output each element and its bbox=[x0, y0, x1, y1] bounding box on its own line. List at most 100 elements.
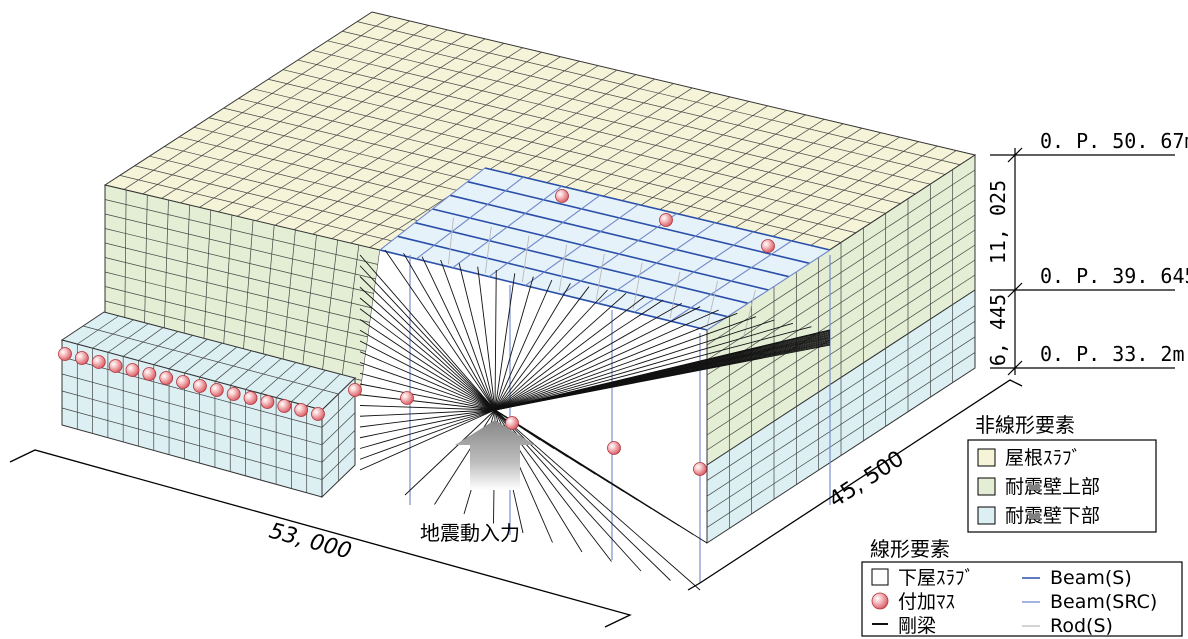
annex-front-mesh-line bbox=[61, 356, 323, 428]
input-arrow-icon bbox=[455, 420, 535, 490]
roof-slab-mesh bbox=[119, 16, 961, 326]
legend-swatch-wall-upper bbox=[977, 477, 996, 496]
elevation-markers bbox=[990, 147, 1175, 376]
rigid-beam bbox=[494, 302, 682, 411]
mass-point bbox=[693, 462, 707, 476]
legend-wall-lower-label: 耐震壁下部 bbox=[1005, 505, 1100, 527]
rigid-beam bbox=[359, 308, 496, 411]
rigid-beam bbox=[494, 309, 719, 411]
rigid-beam bbox=[494, 326, 812, 411]
rigid-beam bbox=[359, 409, 496, 460]
rigid-beam bbox=[434, 409, 496, 505]
rod bbox=[669, 271, 681, 319]
legend-mass-icon bbox=[871, 592, 889, 610]
legend-beam-src-label: Beam(SRC) bbox=[1050, 591, 1157, 613]
annex-front-mesh-line bbox=[61, 390, 323, 463]
legend-linear-box bbox=[861, 561, 1183, 637]
front-mesh-line bbox=[104, 199, 379, 265]
right-upper-mesh-line bbox=[706, 259, 976, 436]
beam-s bbox=[414, 221, 749, 305]
annex-top-mesh-line bbox=[82, 325, 339, 395]
beam-src bbox=[452, 185, 562, 269]
annex-top-mesh-line bbox=[260, 362, 297, 394]
rigid-beam bbox=[359, 409, 496, 428]
additional-mass-points bbox=[58, 189, 775, 476]
rod bbox=[632, 262, 643, 310]
roof-mesh-line bbox=[311, 60, 580, 236]
rigid-beam bbox=[359, 351, 496, 411]
rigid-beam bbox=[440, 259, 496, 411]
rigid-beam bbox=[359, 254, 496, 411]
beam-s bbox=[379, 249, 708, 331]
rigid-beam bbox=[359, 265, 496, 411]
roof-mesh-line bbox=[180, 29, 448, 204]
roof-mesh-line bbox=[349, 69, 618, 245]
rod bbox=[706, 280, 719, 328]
rigid-beam bbox=[404, 409, 496, 496]
annex-front-mesh-line bbox=[61, 407, 323, 480]
rigid-beam bbox=[359, 383, 496, 411]
roof-mesh-line bbox=[123, 16, 392, 190]
rigid-beam bbox=[494, 316, 756, 411]
annex-side-mesh-line bbox=[321, 412, 356, 446]
rigid-beam bbox=[359, 319, 496, 411]
height-upper-label: 11, 025 bbox=[986, 180, 1010, 264]
annex-mesh bbox=[61, 315, 356, 493]
mass-point bbox=[659, 213, 673, 227]
beam-s bbox=[397, 235, 728, 318]
mass-point bbox=[555, 189, 569, 203]
mass-point bbox=[226, 387, 241, 401]
right-lower-mesh-line bbox=[706, 336, 976, 513]
mass-point bbox=[142, 367, 157, 381]
dim-tick-top bbox=[1007, 147, 1023, 163]
annex-top-mesh-line bbox=[275, 366, 311, 398]
rigid-beam bbox=[494, 409, 708, 544]
rod bbox=[521, 235, 530, 283]
legend-nonlinear-title: 非線形要素 bbox=[975, 413, 1075, 437]
annex-top-mesh-line bbox=[199, 346, 238, 378]
rigid-beam bbox=[403, 253, 496, 411]
rigid-beam bbox=[494, 289, 608, 411]
rigid-beam bbox=[359, 409, 496, 417]
annex-side-mesh-line bbox=[321, 395, 356, 428]
annex-top-mesh-line bbox=[153, 335, 193, 365]
legend-mass-label: 付加ﾏｽ bbox=[898, 591, 955, 613]
annex-front-mesh-line bbox=[61, 373, 323, 446]
mass-point bbox=[74, 351, 89, 365]
rigid-beam bbox=[359, 405, 496, 411]
rigid-beam bbox=[494, 283, 571, 411]
rigid-beam bbox=[359, 276, 496, 411]
rigid-beam bbox=[359, 372, 496, 411]
input-label: 地震動入力 bbox=[420, 521, 520, 545]
dim-tick-mid bbox=[1007, 282, 1023, 298]
roof-mesh-line bbox=[255, 47, 523, 222]
mass-point bbox=[761, 239, 775, 253]
annex-top-mesh-line bbox=[245, 358, 282, 390]
legend-swatch-annex-slab bbox=[871, 568, 889, 586]
rigid-beam bbox=[477, 266, 496, 411]
rigid-beam bbox=[359, 329, 496, 411]
annex-top-mesh-line bbox=[168, 338, 208, 370]
interior-frame-beams bbox=[379, 167, 831, 583]
rigid-beam bbox=[494, 344, 831, 411]
right-upper-mesh-line bbox=[706, 169, 976, 346]
annex-top-mesh-line bbox=[214, 350, 252, 382]
annex-side-mesh-line bbox=[321, 447, 356, 480]
mass-point bbox=[311, 407, 325, 421]
rigid-beam bbox=[494, 306, 701, 411]
beam-src bbox=[415, 176, 524, 260]
annex-side-mesh-line bbox=[321, 429, 356, 463]
rigid-beam bbox=[494, 409, 701, 591]
legend-rod-label: Rod(S) bbox=[1050, 615, 1113, 637]
roof-mesh-line bbox=[274, 51, 542, 227]
mass-point bbox=[607, 441, 621, 455]
right-lower-mesh-line bbox=[706, 352, 976, 528]
rigid-beam bbox=[494, 299, 664, 411]
mass-point bbox=[243, 391, 258, 405]
roof-mesh-line bbox=[142, 20, 410, 195]
right-upper-mesh-line bbox=[706, 214, 976, 391]
legend-swatch-wall-lower bbox=[977, 506, 996, 525]
mass-point bbox=[400, 391, 414, 405]
beam-s bbox=[484, 167, 831, 251]
